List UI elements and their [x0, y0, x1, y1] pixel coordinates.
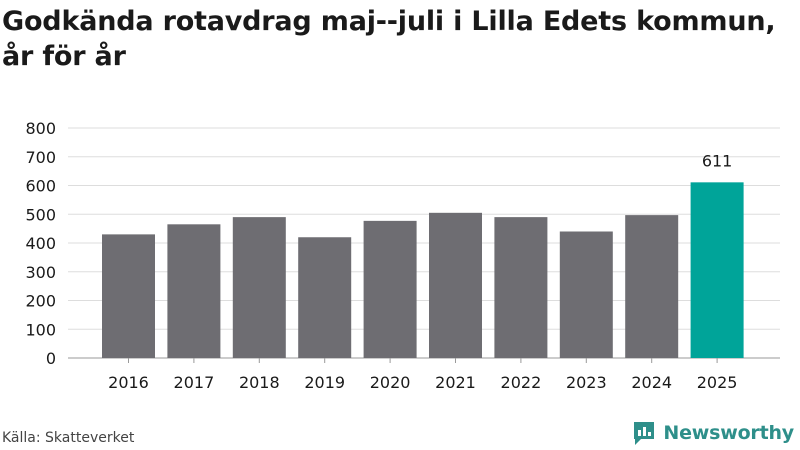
x-tick-label: 2018: [239, 373, 280, 392]
y-tick-label: 700: [25, 148, 56, 167]
newsworthy-logo-icon: [634, 422, 655, 445]
y-tick-label: 800: [25, 119, 56, 138]
x-tick-label: 2020: [370, 373, 411, 392]
y-tick-label: 300: [25, 263, 56, 282]
x-tick-label: 2025: [697, 373, 738, 392]
bar-2016: [102, 234, 155, 358]
bar-2024: [625, 215, 679, 358]
data-labels: 611: [702, 151, 733, 170]
x-tick-label: 2017: [174, 373, 215, 392]
bar-2019: [298, 237, 352, 358]
y-tick-label: 100: [25, 320, 56, 339]
source-note: Källa: Skatteverket: [2, 430, 135, 446]
brand-name: Newsworthy: [663, 422, 794, 444]
bars: [102, 182, 744, 363]
y-tick-label: 0: [46, 349, 56, 368]
brand[interactable]: Newsworthy: [632, 419, 794, 447]
x-tick-label: 2023: [566, 373, 607, 392]
data-label-2025: 611: [702, 151, 733, 170]
bar-2023: [559, 231, 613, 358]
x-tick-label: 2016: [108, 373, 149, 392]
bar-2022: [494, 217, 548, 358]
bar-2021: [429, 212, 482, 358]
y-tick-label: 200: [25, 292, 56, 311]
bar-2020: [363, 220, 417, 358]
bar-2018: [232, 217, 286, 358]
bar-2017: [167, 224, 221, 358]
x-tick-label: 2019: [304, 373, 345, 392]
x-tick-label: 2022: [501, 373, 542, 392]
y-tick-label: 600: [25, 177, 56, 196]
x-tick-label: 2024: [631, 373, 672, 392]
x-tick-label: 2021: [435, 373, 476, 392]
y-tick-label: 400: [25, 234, 56, 253]
y-tick-label: 500: [25, 205, 56, 224]
x-axis-labels: 2016 2017 2018 2019 2020 2021 2022 2023 2024 2025: [108, 373, 737, 392]
y-axis-labels: 0 100 200 300 400 500 600 700 800: [25, 119, 56, 368]
bar-2025: [690, 182, 744, 358]
chart-title: Godkända rotavdrag maj--juli i Lilla Ede…: [2, 6, 776, 72]
